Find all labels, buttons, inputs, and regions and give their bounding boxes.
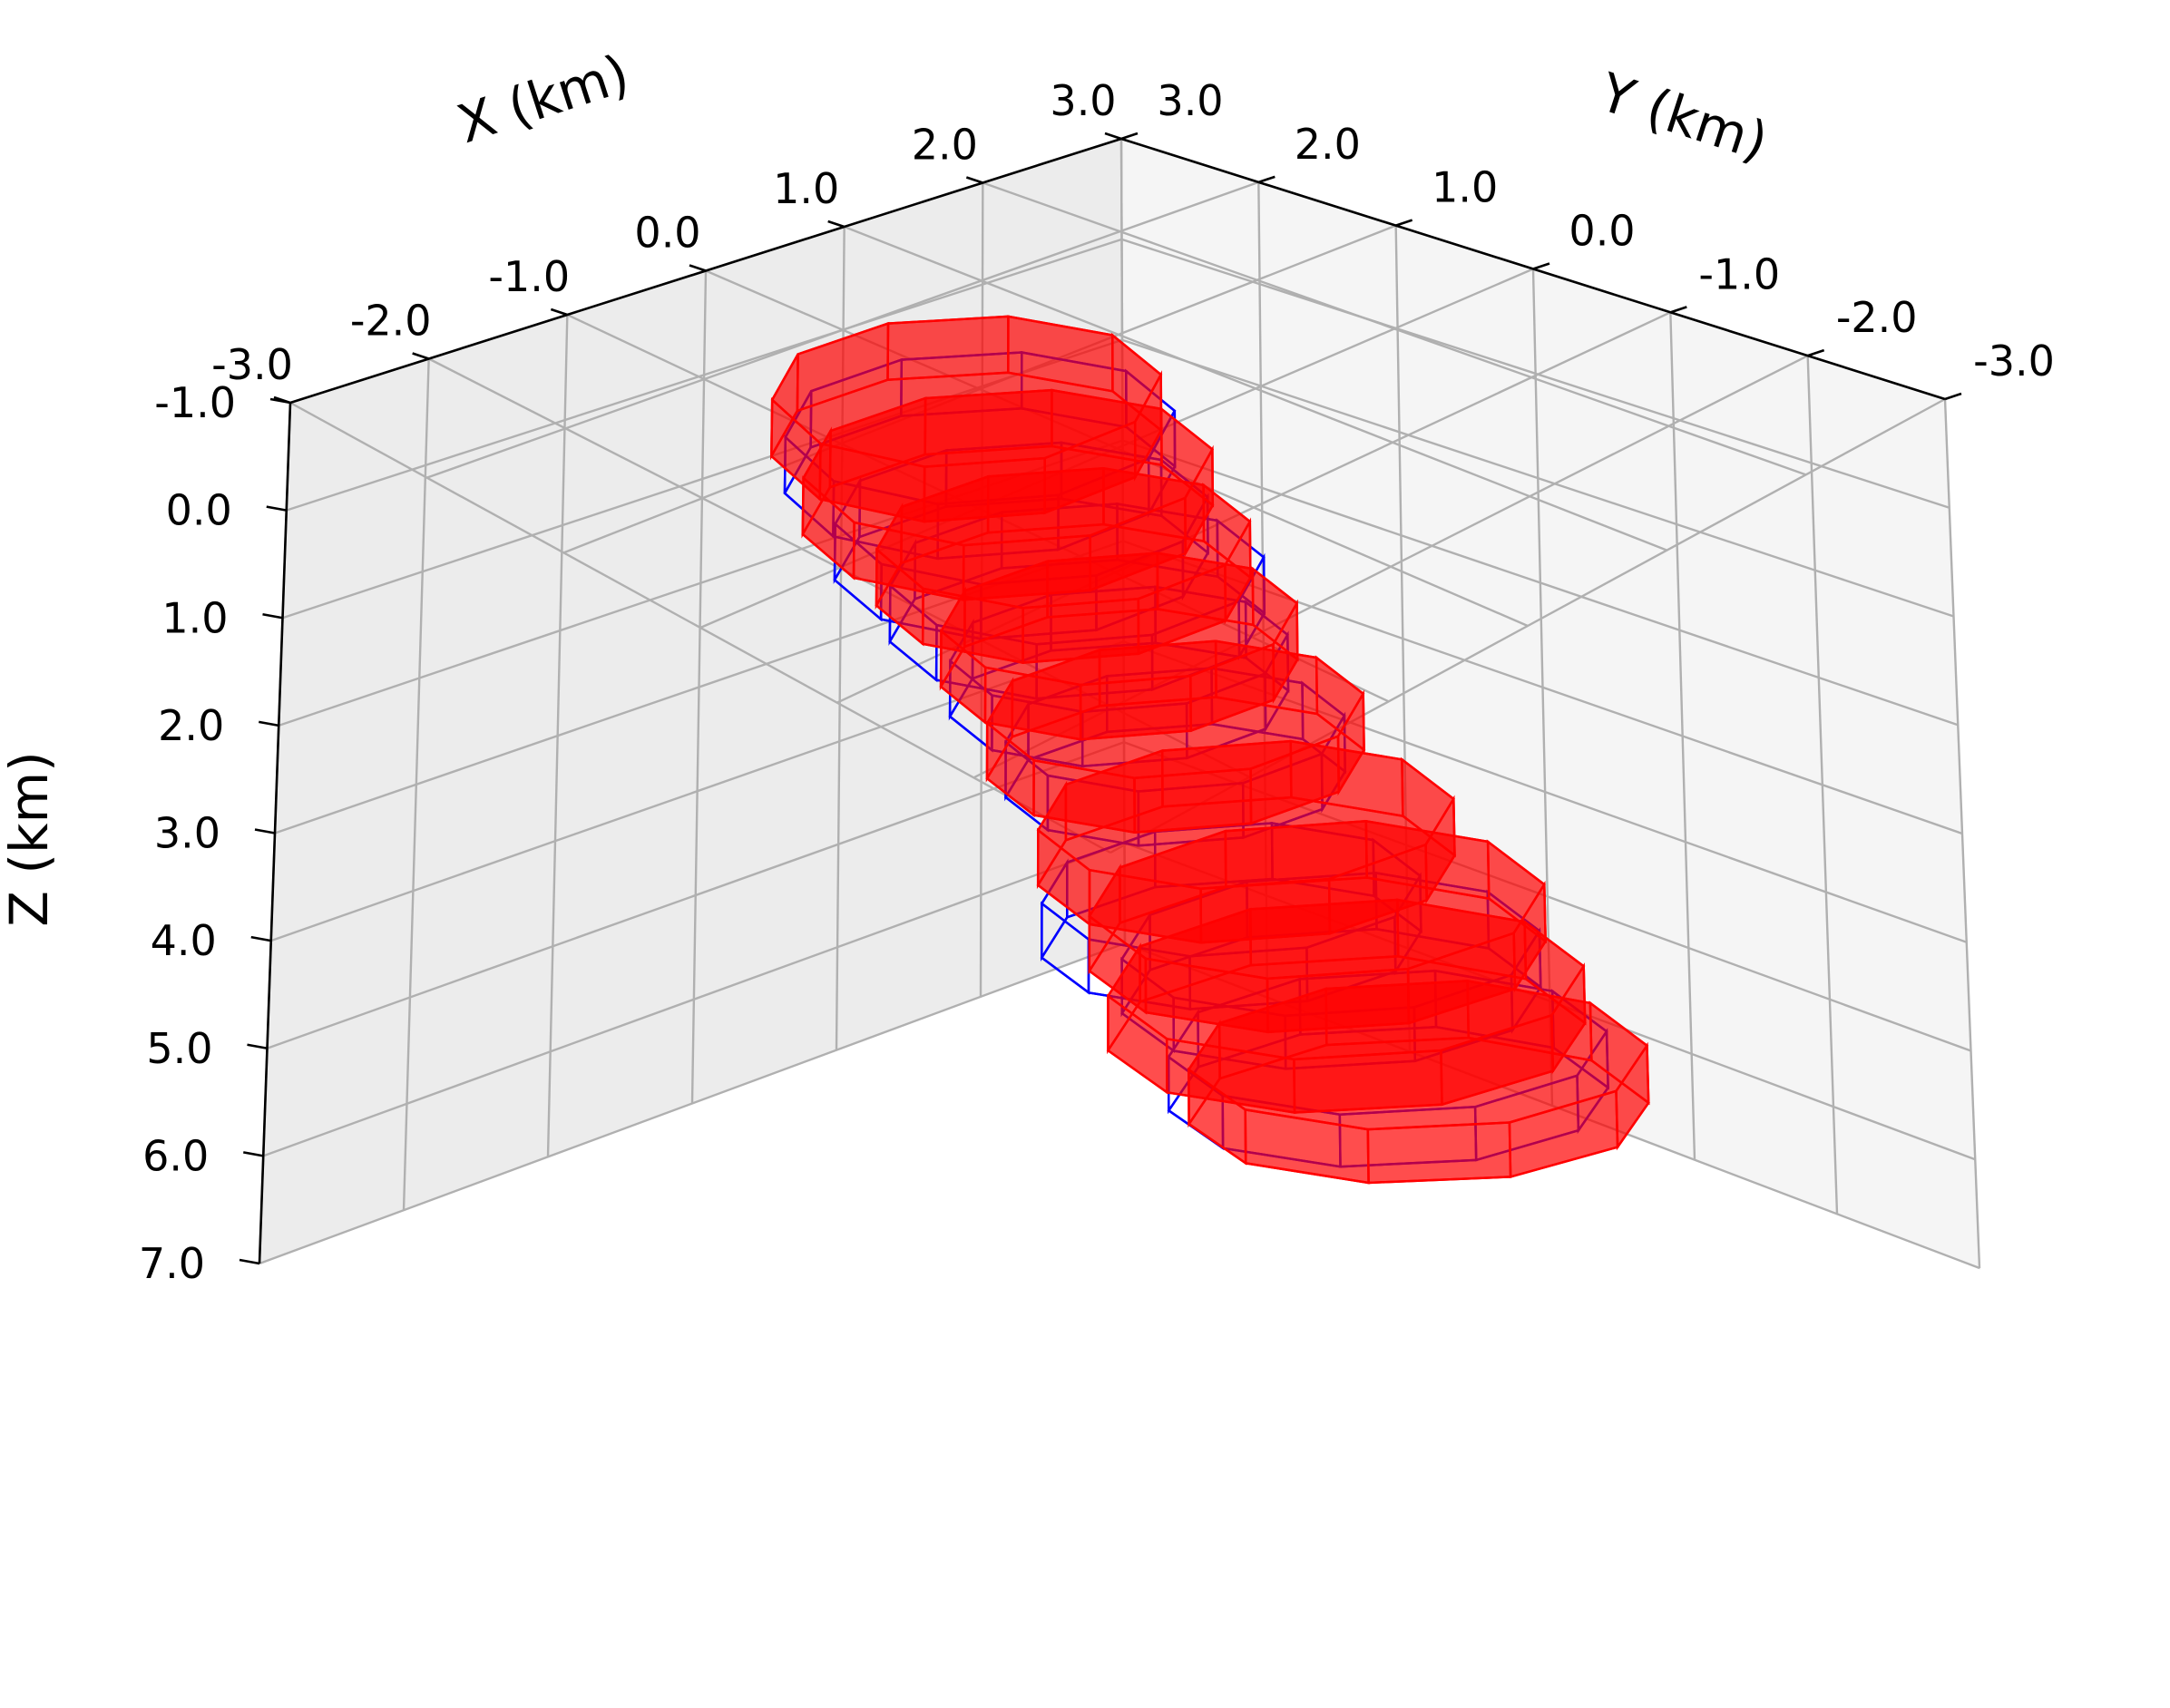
- y-tick-mark: [1120, 132, 1139, 141]
- y-tick-label: 2.0: [1295, 120, 1361, 169]
- z-grid-line-right: [1121, 338, 1954, 618]
- z-grid-line-left: [286, 238, 1122, 512]
- x-tick-label: -1.0: [488, 252, 570, 301]
- z-grid-line-left: [259, 942, 1126, 1265]
- x-tick-label: 1.0: [773, 164, 839, 213]
- z-tick-mark: [250, 935, 271, 942]
- y-tick-label: -2.0: [1836, 293, 1918, 342]
- body-top-face: [888, 503, 1266, 646]
- z-tick-label: 7.0: [139, 1239, 205, 1288]
- solid-body: [875, 466, 1253, 665]
- solid-body: [1088, 819, 1548, 1034]
- body-top-face: [1119, 872, 1541, 1018]
- x-tick-label: -3.0: [211, 340, 293, 389]
- z-grid-line-left: [270, 640, 1124, 942]
- x-tick-mark: [689, 264, 707, 272]
- y-tick-mark: [1944, 392, 1962, 401]
- x-tick-mark: [412, 352, 430, 360]
- body-top-face: [1036, 739, 1455, 891]
- z-grid-line-left: [267, 741, 1125, 1049]
- body-top-face: [834, 441, 1209, 586]
- z-tick-label: 2.0: [158, 701, 224, 750]
- z-grid-line-right: [1124, 842, 1976, 1161]
- z-tick-mark: [239, 1258, 260, 1265]
- x-axis-title: X (km): [450, 43, 636, 155]
- z-grid-line-right: [1123, 640, 1968, 943]
- y-grid-line-top: [973, 355, 1809, 779]
- x-tick-mark: [827, 220, 846, 229]
- z-tick-label: 4.0: [151, 916, 217, 965]
- y-tick-mark: [1532, 262, 1550, 270]
- x-tick-label: -2.0: [350, 297, 432, 346]
- solid-body: [1187, 979, 1650, 1185]
- solid-body: [985, 639, 1366, 834]
- z-grid-line-right: [1123, 741, 1971, 1052]
- x-tick-mark: [1104, 132, 1122, 141]
- z-tick-label: 5.0: [146, 1024, 212, 1073]
- solid-body: [801, 388, 1215, 601]
- z-tick-mark: [269, 397, 291, 405]
- z-grid-line-right: [1121, 238, 1950, 509]
- z-tick-mark: [254, 828, 276, 834]
- body-top-face: [1187, 980, 1649, 1131]
- body-bottom-face: [888, 558, 1266, 700]
- z-tick-label: 6.0: [142, 1131, 209, 1180]
- y-axis-title: Y (km): [1592, 61, 1775, 172]
- solid-body: [1036, 739, 1457, 944]
- body-bottom-face: [1003, 723, 1347, 847]
- body-top-face: [939, 551, 1299, 687]
- x-tick-mark: [550, 307, 568, 317]
- wireframe-body: [888, 503, 1266, 700]
- body-bottom-face: [833, 497, 1210, 640]
- x-tick-label: 0.0: [634, 209, 700, 258]
- bodies-layer: [769, 315, 1650, 1185]
- body-bottom-face: [948, 641, 1290, 767]
- y-tick-label: -1.0: [1698, 249, 1780, 298]
- y-grid-line-top: [562, 224, 1397, 554]
- tick-labels: -3.0 -2.0 -1.0 0.0 1.0 2.0 3.0 3.0 2.0 1.0 0.0 -1.0…: [139, 76, 2055, 1288]
- solid-body: [939, 551, 1299, 741]
- z-tick-mark: [243, 1151, 264, 1157]
- body-top-face: [1088, 820, 1546, 981]
- z-tick-mark: [262, 612, 283, 620]
- y-tick-mark: [1669, 306, 1687, 314]
- z-tick-mark: [247, 1043, 268, 1050]
- y-tick-mark: [1807, 348, 1825, 357]
- y-tick-label: -3.0: [1973, 337, 2055, 386]
- y-tick-label: 3.0: [1157, 76, 1223, 125]
- grid-lines: [258, 137, 1981, 1270]
- y-tick-mark: [1257, 175, 1276, 184]
- z-tick-mark: [259, 720, 279, 727]
- x-tick-label: 2.0: [912, 121, 978, 170]
- z-grid-line-left: [278, 439, 1123, 727]
- x-tick-label: 3.0: [1050, 76, 1116, 125]
- y-grid-line-top: [1109, 397, 1946, 854]
- body-top-face: [1003, 667, 1346, 793]
- z-grid-line-left: [282, 338, 1123, 620]
- z-grid-line-left: [262, 841, 1125, 1157]
- y-tick-label: 0.0: [1569, 207, 1635, 256]
- body-bottom-face: [1187, 1036, 1650, 1185]
- z-tick-label: 0.0: [166, 486, 232, 535]
- z-grid-line-right: [1122, 439, 1959, 727]
- z-tick-label: 3.0: [154, 809, 220, 858]
- z-grid-line-right: [1122, 540, 1963, 835]
- z-tick-label: -1.0: [154, 378, 236, 427]
- solid-body: [1106, 898, 1587, 1114]
- y-tick-mark: [1395, 219, 1413, 227]
- z-tick-label: 1.0: [161, 593, 228, 642]
- x-tick-mark: [965, 176, 983, 184]
- z-tick-mark: [266, 505, 287, 512]
- body-top-face: [1167, 970, 1608, 1116]
- tick-marks: [239, 132, 1962, 1265]
- body-bottom-face: [783, 407, 1177, 561]
- body-top-face: [784, 351, 1177, 506]
- z-axis-title: Z (km): [0, 751, 60, 927]
- y-tick-label: 1.0: [1432, 163, 1498, 212]
